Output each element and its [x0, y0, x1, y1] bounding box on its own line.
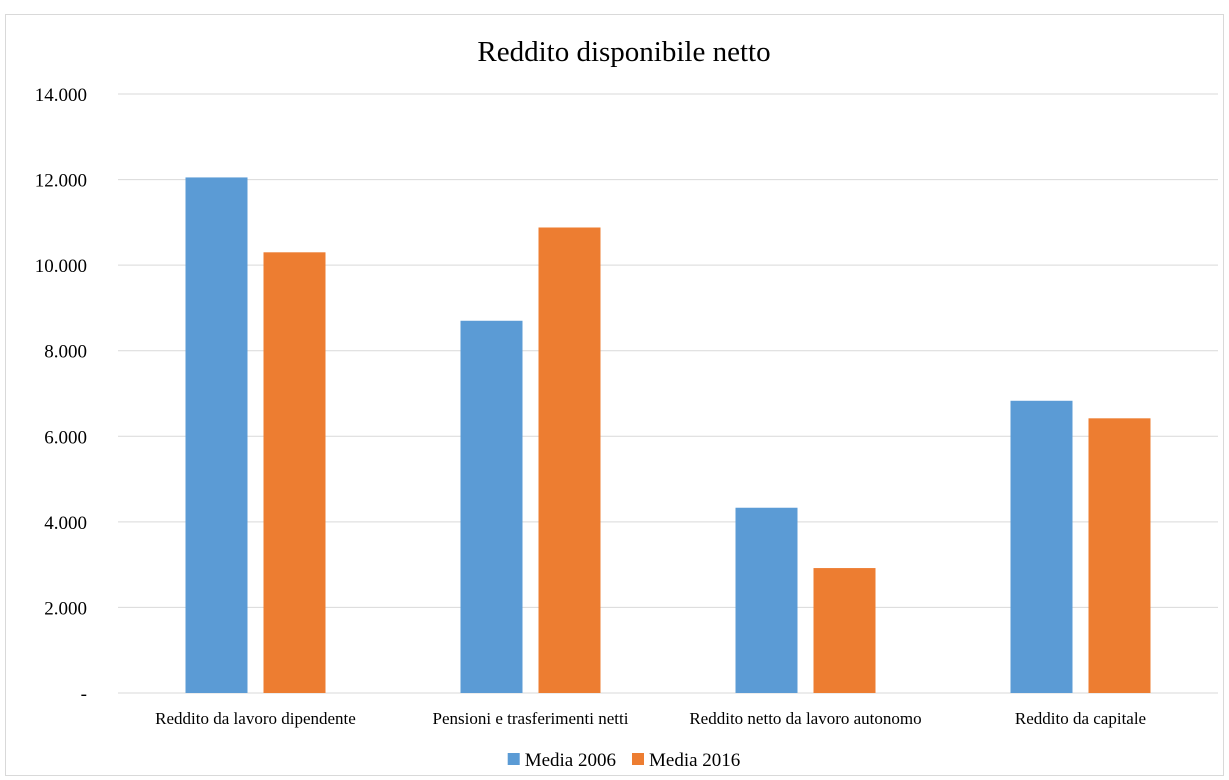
y-tick-label: 10.000	[35, 256, 87, 277]
x-category-label: Reddito netto da lavoro autonomo	[689, 709, 921, 728]
y-tick-label: 2.000	[44, 598, 87, 619]
legend-item: Media 2016	[632, 750, 740, 771]
legend-label: Media 2006	[525, 750, 616, 771]
legend-swatch	[507, 753, 520, 765]
bar-2-3	[813, 568, 876, 693]
y-tick-label: 14.000	[35, 85, 87, 106]
y-axis-ticks: - 2.000 4.000 6.000 8.000 10.000 12.000 14.000	[35, 85, 87, 705]
y-tick-label: 6.000	[44, 427, 87, 448]
x-category-label: Reddito da lavoro dipendente	[155, 709, 356, 728]
bar-2-1	[263, 252, 326, 694]
bar-1-3	[735, 507, 798, 693]
y-tick-label: 4.000	[44, 513, 87, 534]
y-tick-label: -	[81, 684, 87, 705]
bar-1-4	[1010, 400, 1073, 693]
legend-label: Media 2016	[649, 750, 740, 771]
legend-swatch	[632, 753, 644, 765]
legend-item: Media 2006	[507, 750, 616, 771]
x-axis-categories: Reddito da lavoro dipendente Pensioni e t…	[155, 709, 1146, 728]
y-tick-label: 12.000	[35, 171, 87, 192]
x-category-label: Pensioni e trasferimenti netti	[433, 709, 629, 728]
y-tick-label: 8.000	[44, 342, 87, 363]
bars	[185, 177, 1151, 694]
bar-2-4	[1088, 418, 1151, 693]
bar-1-2	[460, 320, 523, 693]
bar-2-2	[538, 227, 601, 693]
chart-title: Reddito disponibile netto	[477, 36, 770, 68]
legend: Media 2006 Media 2016	[507, 750, 740, 771]
x-category-label: Reddito da capitale	[1015, 709, 1146, 728]
bar-1-1	[185, 177, 248, 694]
